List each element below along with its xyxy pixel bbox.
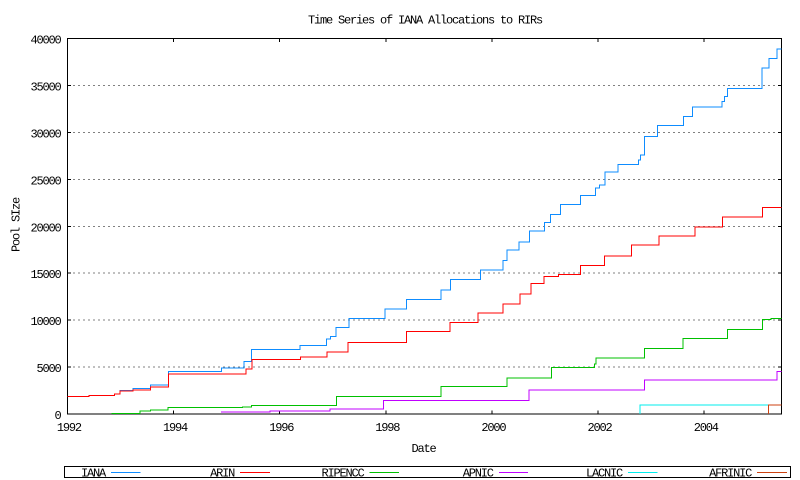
svg-text:Pool SIze: Pool SIze: [10, 197, 24, 252]
svg-text:15000: 15000: [30, 268, 61, 282]
svg-text:Time Series of IANA Allocation: Time Series of IANA Allocations to RIRs: [308, 14, 543, 28]
svg-text:25000: 25000: [30, 174, 61, 188]
svg-text:1998: 1998: [375, 421, 400, 435]
svg-text:Date: Date: [411, 442, 436, 456]
svg-text:1992: 1992: [57, 421, 82, 435]
svg-text:2002: 2002: [587, 421, 612, 435]
svg-text:10000: 10000: [30, 315, 61, 329]
svg-text:30000: 30000: [30, 127, 61, 141]
svg-text:IANA: IANA: [81, 467, 107, 480]
svg-text:20000: 20000: [30, 221, 61, 235]
svg-text:1994: 1994: [163, 421, 188, 435]
svg-text:2004: 2004: [694, 421, 719, 435]
svg-text:5000: 5000: [36, 362, 61, 376]
svg-text:0: 0: [54, 409, 61, 423]
svg-text:AFRINIC: AFRINIC: [709, 467, 752, 480]
svg-text:2000: 2000: [481, 421, 506, 435]
svg-text:ARIN: ARIN: [210, 467, 235, 480]
svg-text:APNIC: APNIC: [463, 467, 494, 480]
svg-text:RIPENCC: RIPENCC: [321, 467, 364, 480]
svg-text:35000: 35000: [30, 81, 61, 95]
svg-text:1996: 1996: [269, 421, 294, 435]
svg-text:40000: 40000: [30, 34, 61, 48]
svg-text:LACNIC: LACNIC: [586, 467, 623, 480]
